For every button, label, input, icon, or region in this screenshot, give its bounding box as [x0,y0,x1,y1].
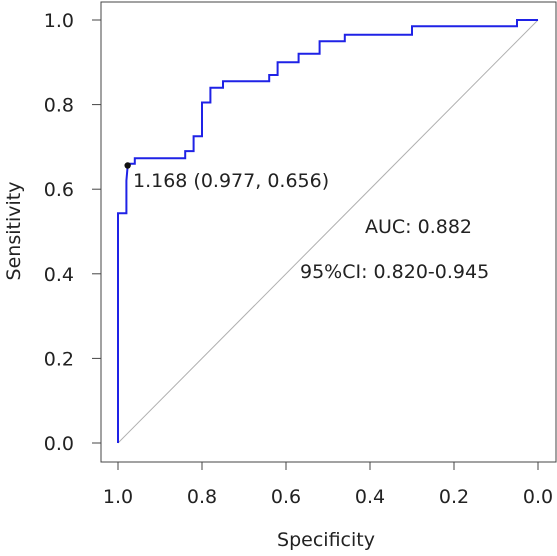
x-axis-title: Specificity [277,529,375,551]
ci-annotation: 95%CI: 0.820-0.945 [300,261,489,283]
x-axis-ticks: 1.0 0.8 0.6 0.4 0.2 0.0 [103,462,553,508]
threshold-label: 1.168 (0.977, 0.656) [133,170,329,192]
reference-diagonal [117,19,539,444]
y-tick-label: 0.8 [44,95,74,117]
x-tick-label: 0.8 [187,486,217,508]
y-tick-label: 0.2 [44,348,74,370]
x-tick-label: 0.4 [355,486,385,508]
x-tick-label: 0.2 [439,486,469,508]
auc-annotation: AUC: 0.882 [365,216,472,238]
y-tick-label: 0.0 [44,433,74,455]
y-axis-title: Sensitivity [3,182,25,281]
y-tick-label: 0.6 [44,179,74,201]
x-tick-label: 1.0 [103,486,133,508]
y-tick-label: 1.0 [44,10,74,32]
y-axis-ticks: 0.0 0.2 0.4 0.6 0.8 1.0 [44,10,101,455]
threshold-point [124,162,131,169]
x-tick-label: 0.0 [523,486,553,508]
y-tick-label: 0.4 [44,264,74,286]
plot-frame [100,1,557,463]
x-tick-label: 0.6 [271,486,301,508]
